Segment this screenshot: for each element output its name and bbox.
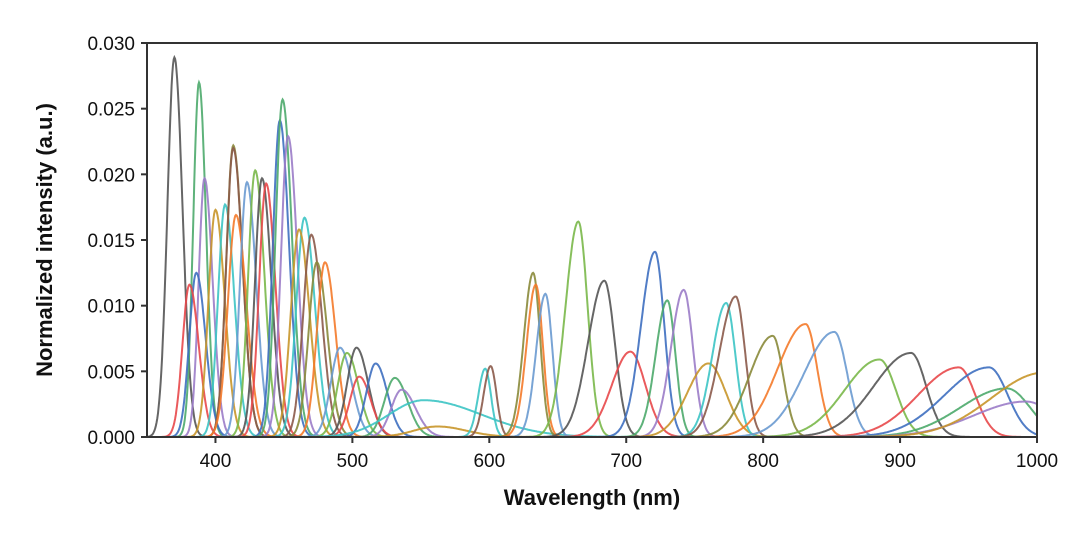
spectrum-line-48 [147,358,1037,437]
series-lines [147,54,1037,437]
spectrum-line-14 [147,118,1037,437]
y-tick-label: 0.015 [87,231,135,252]
spectrum-line-18 [147,228,1037,437]
plot-frame [146,42,1038,438]
spectrum-line-38 [147,350,1037,437]
spectrum-line-16 [147,134,1037,437]
spectrum-line-37 [147,279,1037,437]
spectrum-line-50 [147,366,1037,437]
spectrum-line-49 [147,351,1037,437]
spectrum-line-51 [147,366,1037,437]
x-tick-label: 600 [473,451,505,472]
x-tick-label: 800 [747,451,779,472]
y-tick-label: 0.000 [87,428,135,449]
spectrum-line-19 [147,233,1037,437]
spectrum-line-36 [147,220,1037,437]
y-tick-label: 0.020 [87,165,135,186]
x-tick-label: 900 [884,451,916,472]
x-tick-label: 1000 [1016,451,1058,472]
y-tick-label: 0.005 [87,362,135,383]
axis-ticks: 400 500 600 700 800 900 1000 0.000 0.005 0.010 0.0… [87,34,1058,472]
y-tick-label: 0.025 [87,100,135,121]
x-tick-label: 500 [337,451,369,472]
x-tick-label: 400 [200,451,232,472]
x-tick-label: 700 [610,451,642,472]
y-tick-label: 0.030 [87,34,135,55]
spectrum-line-13 [147,181,1037,437]
spectrum-line-17 [147,216,1037,437]
y-tick-label: 0.010 [87,297,135,318]
y-axis-label: Normalized intensity (a.u.) [32,103,57,377]
x-axis-label: Wavelength (nm) [504,485,680,510]
spectrum-line-20 [147,261,1037,437]
spectrum-line-12 [147,176,1037,437]
